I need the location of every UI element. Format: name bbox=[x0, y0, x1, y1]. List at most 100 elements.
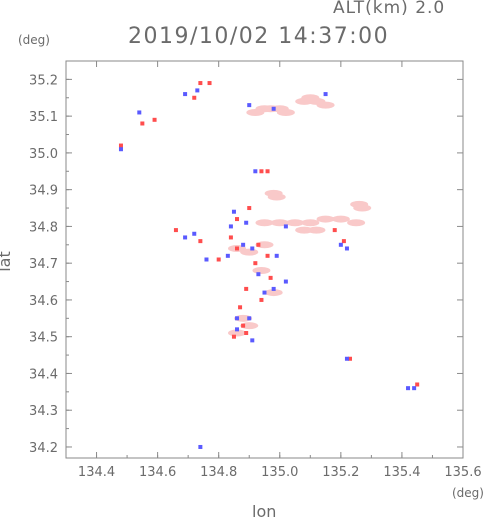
plot-frame bbox=[65, 60, 464, 459]
y-tick-label: 35.1 bbox=[29, 110, 58, 125]
positive-echo-point bbox=[235, 217, 240, 222]
negative-echo-point bbox=[137, 110, 142, 115]
positive-echo-point bbox=[341, 239, 346, 244]
chart-title-timestamp: 2019/10/02 14:37:00 bbox=[128, 24, 390, 49]
positive-echo-point bbox=[259, 169, 264, 174]
positive-echo-point bbox=[244, 286, 249, 291]
y-tick-label: 35.2 bbox=[29, 73, 58, 88]
y-tick-label: 35.0 bbox=[29, 147, 58, 162]
weak-echo-point bbox=[353, 204, 372, 212]
negative-echo-point bbox=[323, 92, 328, 97]
negative-echo-point bbox=[225, 253, 230, 258]
positive-echo-point bbox=[207, 81, 212, 86]
negative-echo-point bbox=[412, 386, 417, 391]
weak-echo-point bbox=[316, 215, 335, 223]
negative-echo-point bbox=[338, 242, 343, 247]
negative-echo-point bbox=[262, 290, 267, 295]
weak-echo-point bbox=[267, 193, 286, 201]
positive-echo-point bbox=[231, 334, 236, 339]
negative-echo-point bbox=[183, 235, 188, 240]
data-marks bbox=[118, 81, 420, 449]
weak-echo-point bbox=[276, 108, 295, 116]
x-tick-label: 134.8 bbox=[200, 465, 237, 480]
negative-echo-point bbox=[204, 257, 209, 262]
positive-echo-point bbox=[140, 121, 145, 126]
negative-echo-point bbox=[235, 327, 240, 332]
weak-echo-point bbox=[301, 94, 320, 102]
positive-echo-point bbox=[256, 242, 261, 247]
weak-echo-point bbox=[240, 248, 259, 256]
negative-echo-point bbox=[244, 220, 249, 225]
positive-echo-point bbox=[332, 228, 337, 233]
negative-echo-point bbox=[256, 272, 261, 277]
negative-echo-point bbox=[235, 316, 240, 321]
positive-echo-point bbox=[173, 228, 178, 233]
negative-echo-point bbox=[250, 246, 255, 251]
y-tick-label: 34.7 bbox=[29, 257, 58, 272]
positive-echo-point bbox=[192, 95, 197, 100]
weak-echo-point bbox=[295, 226, 314, 234]
positive-echo-point bbox=[244, 331, 249, 336]
negative-echo-point bbox=[271, 106, 276, 111]
positive-echo-point bbox=[265, 169, 270, 174]
x-tick-label: 134.6 bbox=[139, 465, 176, 480]
positive-echo-point bbox=[198, 81, 203, 86]
y-tick-label: 34.5 bbox=[29, 331, 58, 346]
x-axis-unit: (deg) bbox=[452, 486, 484, 500]
y-tick-label: 34.6 bbox=[29, 294, 58, 309]
negative-echo-point bbox=[198, 444, 203, 449]
weak-echo-point bbox=[347, 219, 366, 227]
negative-echo-point bbox=[228, 224, 233, 229]
negative-echo-point bbox=[271, 286, 276, 291]
weak-echo-point bbox=[252, 267, 271, 275]
negative-echo-point bbox=[118, 147, 123, 152]
negative-echo-point bbox=[247, 316, 252, 321]
x-axis-label: lon bbox=[252, 502, 277, 521]
positive-echo-point bbox=[235, 246, 240, 251]
negative-echo-point bbox=[231, 209, 236, 214]
positive-echo-point bbox=[265, 253, 270, 258]
negative-echo-point bbox=[247, 103, 252, 108]
negative-echo-point bbox=[274, 253, 279, 258]
negative-echo-point bbox=[406, 386, 411, 391]
positive-echo-point bbox=[216, 257, 221, 262]
positive-echo-point bbox=[241, 323, 246, 328]
negative-echo-point bbox=[283, 224, 288, 229]
x-tick-label: 135.6 bbox=[444, 465, 481, 480]
x-axis-ticks: 134.4 134.6 134.8 135.0 135.2 135.4 135.6 bbox=[65, 61, 482, 480]
negative-echo-point bbox=[192, 231, 197, 236]
negative-echo-point bbox=[344, 356, 349, 361]
y-tick-label: 34.2 bbox=[29, 441, 58, 456]
positive-echo-point bbox=[118, 143, 123, 148]
positive-echo-point bbox=[415, 382, 420, 387]
negative-echo-point bbox=[283, 279, 288, 284]
weak-echo-point bbox=[246, 108, 265, 116]
positive-echo-point bbox=[152, 117, 157, 122]
positive-echo-point bbox=[238, 305, 243, 310]
weak-echo-point bbox=[331, 215, 350, 223]
y-axis-unit: (deg) bbox=[18, 33, 50, 47]
negative-echo-point bbox=[241, 242, 246, 247]
x-tick-label: 135.4 bbox=[383, 465, 420, 480]
positive-echo-point bbox=[253, 261, 258, 266]
y-tick-label: 34.8 bbox=[29, 220, 58, 235]
x-tick-label: 135.2 bbox=[322, 465, 359, 480]
positive-echo-point bbox=[247, 206, 252, 211]
y-axis-ticks: 34.2 34.3 34.4 34.5 34.6 34.7 34.8 34.9 35.0 35.1… bbox=[29, 60, 463, 456]
weak-echo-point bbox=[264, 289, 283, 297]
y-tick-label: 34.3 bbox=[29, 404, 58, 419]
negative-echo-point bbox=[183, 92, 188, 97]
altitude-label: ALT(km) 2.0 bbox=[333, 0, 446, 18]
negative-echo-point bbox=[195, 88, 200, 93]
positive-echo-point bbox=[259, 297, 264, 302]
weak-echo-point bbox=[316, 101, 335, 109]
y-tick-label: 34.9 bbox=[29, 184, 58, 199]
negative-echo-point bbox=[344, 246, 349, 251]
positive-echo-point bbox=[348, 356, 353, 361]
x-tick-label: 134.4 bbox=[78, 465, 115, 480]
weak-echo-point bbox=[286, 219, 305, 227]
weak-echo-point bbox=[301, 219, 320, 227]
positive-echo-point bbox=[228, 235, 233, 240]
weak-echo-point bbox=[255, 219, 274, 227]
